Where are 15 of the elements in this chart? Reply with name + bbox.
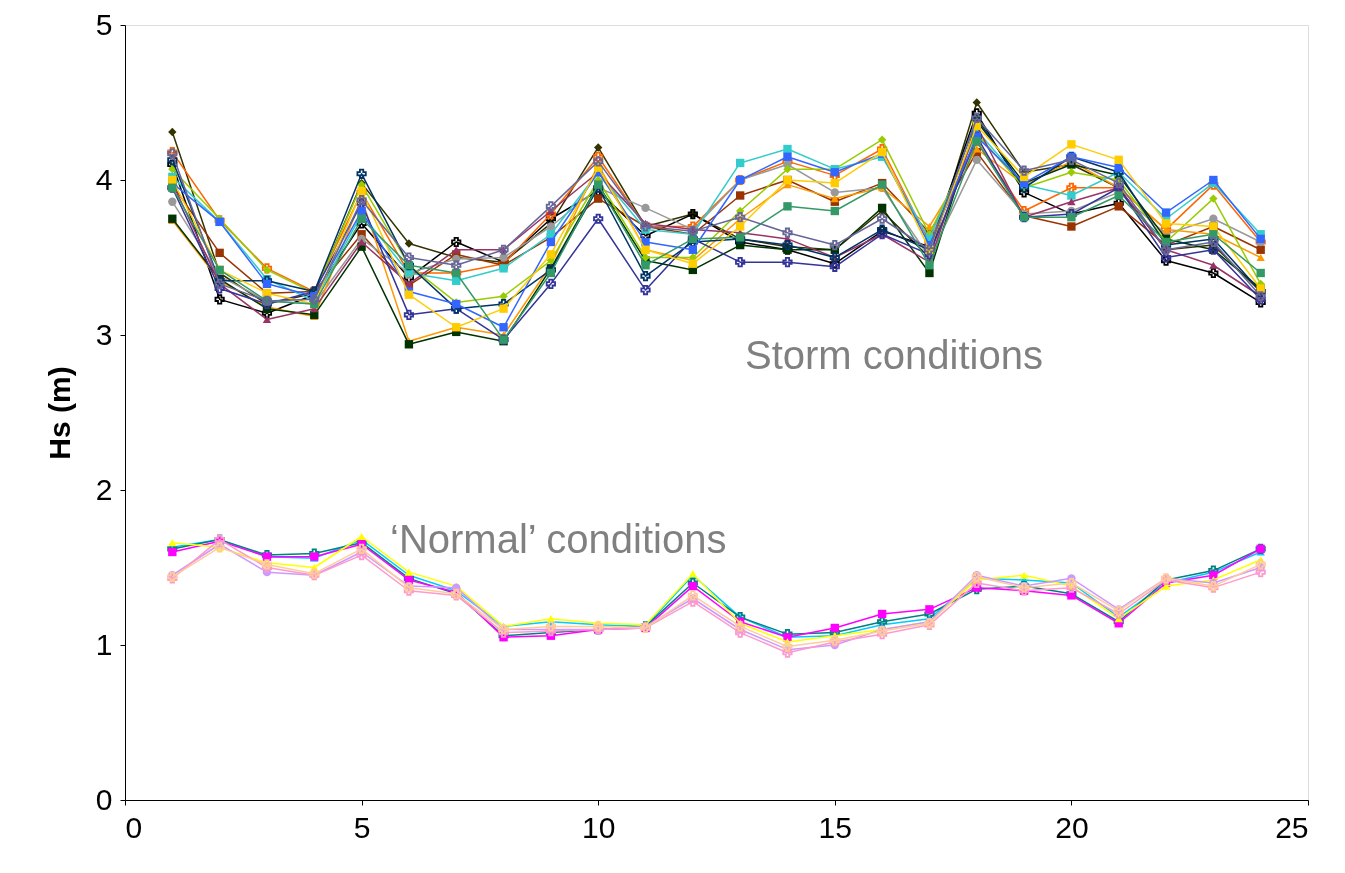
x-tick-label: 15: [818, 810, 852, 844]
y-tick-label: 1: [95, 627, 113, 661]
y-axis-title: Hs (m): [42, 366, 76, 460]
y-tick-label: 4: [95, 162, 113, 196]
x-tick-label: 0: [125, 810, 143, 844]
x-tick-label: 5: [353, 810, 371, 844]
y-tick-label: 5: [95, 7, 113, 41]
annotation: Storm conditions: [745, 333, 1043, 377]
x-tick-label: 10: [582, 810, 616, 844]
annotation: ‘Normal’ conditions: [390, 517, 727, 561]
y-tick-label: 2: [95, 472, 113, 506]
y-tick-label: 3: [95, 317, 113, 351]
x-tick-label: 25: [1275, 810, 1309, 844]
y-tick-label: 0: [95, 782, 113, 816]
x-tick-label: 20: [1055, 810, 1089, 844]
